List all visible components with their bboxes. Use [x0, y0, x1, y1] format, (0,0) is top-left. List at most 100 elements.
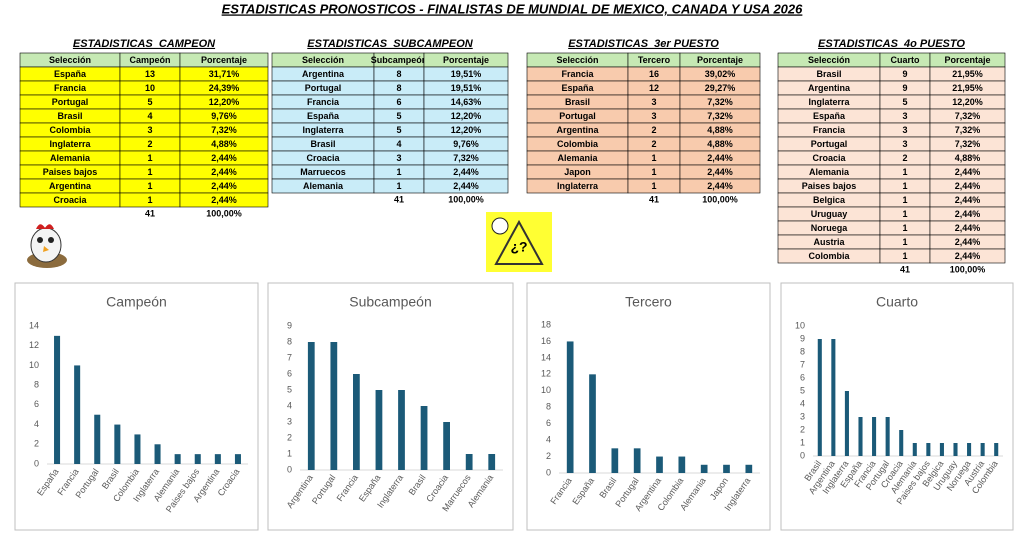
y-tick-label: 7 [800, 359, 805, 369]
y-tick-label: 3 [287, 416, 292, 426]
table-title: ESTADISTICAS_SUBCAMPEON [307, 38, 473, 50]
y-tick-label: 10 [795, 320, 805, 330]
row-text: 4,88% [707, 139, 733, 149]
row-text: 3 [396, 153, 401, 163]
bar [611, 448, 619, 473]
row-text: 6 [396, 97, 401, 107]
row-text: Argentina [49, 181, 92, 191]
row-text: Alemania [50, 153, 91, 163]
row-text: 1 [902, 237, 907, 247]
y-tick-label: 12 [541, 369, 551, 379]
row-text: 2 [651, 139, 656, 149]
bar [967, 443, 972, 456]
row-text: 7,32% [707, 111, 733, 121]
row-text: Uruguay [811, 209, 848, 219]
row-text: Francia [307, 97, 340, 107]
row-text: Portugal [811, 139, 848, 149]
row-text: 19,51% [451, 69, 482, 79]
row-text: España [54, 69, 87, 79]
row-text: Alemania [809, 167, 850, 177]
row-text: 2,44% [707, 167, 733, 177]
header-text: Porcentaje [201, 55, 247, 65]
row-text: 5 [396, 125, 401, 135]
row-text: 14,63% [451, 97, 482, 107]
bar [656, 456, 663, 473]
row-text: 3 [147, 125, 152, 135]
row-text: 2,44% [453, 181, 479, 191]
bar [214, 454, 221, 464]
row-text: 2,44% [211, 153, 237, 163]
row-text: 2,44% [707, 181, 733, 191]
y-tick-label: 6 [34, 399, 39, 409]
row-text: 2,44% [955, 181, 981, 191]
row-text: España [307, 111, 340, 121]
row-text: 1 [902, 181, 907, 191]
row-text: 1 [651, 181, 656, 191]
row-text: 2 [902, 153, 907, 163]
row-text: Marruecos [300, 167, 346, 177]
y-tick-label: 9 [287, 320, 292, 330]
row-text: 21,95% [952, 69, 983, 79]
row-text: 13 [145, 69, 155, 79]
bar [994, 443, 999, 456]
row-text: Francia [561, 69, 594, 79]
row-text: Argentina [302, 69, 345, 79]
y-tick-label: 18 [541, 319, 551, 329]
y-tick-label: 8 [546, 402, 551, 412]
row-text: Inglaterra [808, 97, 850, 107]
row-text: 2,44% [707, 153, 733, 163]
y-tick-label: 12 [29, 340, 39, 350]
row-text: 3 [902, 139, 907, 149]
row-text: 1 [902, 167, 907, 177]
row-text: 2,44% [211, 167, 237, 177]
row-text: 7,32% [955, 125, 981, 135]
row-text: 4 [147, 111, 152, 121]
bar [465, 454, 473, 470]
row-text: 8 [396, 69, 401, 79]
y-tick-label: 4 [287, 400, 292, 410]
bar [885, 417, 890, 456]
header-text: Porcentaje [443, 55, 489, 65]
header-text: Selección [302, 55, 344, 65]
row-text: 9 [902, 69, 907, 79]
y-tick-label: 3 [800, 411, 805, 421]
bar [330, 342, 338, 470]
row-text: 1 [396, 167, 401, 177]
y-tick-label: 8 [34, 380, 39, 390]
chart-title: Campeón [106, 294, 167, 310]
y-tick-label: 14 [29, 320, 39, 330]
row-text: Portugal [305, 83, 342, 93]
row-text: 5 [147, 97, 152, 107]
row-text: 4,88% [955, 153, 981, 163]
row-text: 7,32% [955, 139, 981, 149]
header-text: Selección [49, 55, 91, 65]
y-tick-label: 10 [29, 360, 39, 370]
row-text: 10 [145, 83, 155, 93]
row-text: España [813, 111, 846, 121]
row-text: 39,02% [705, 69, 736, 79]
bar [745, 464, 753, 473]
bar [54, 335, 61, 464]
row-text: 2,44% [955, 251, 981, 261]
bar [858, 417, 863, 456]
row-text: España [561, 83, 594, 93]
row-text: 4,88% [211, 139, 237, 149]
bar [700, 464, 708, 473]
row-text: Paises bajos [802, 181, 857, 191]
row-text: 1 [396, 181, 401, 191]
row-text: Inglaterra [302, 125, 344, 135]
header-text: Porcentaje [697, 55, 743, 65]
row-text: 12,20% [952, 97, 983, 107]
header-text: Selección [808, 55, 850, 65]
bar [194, 454, 201, 464]
row-text: 2 [147, 139, 152, 149]
bar [134, 434, 141, 464]
header-text: Campeón [129, 55, 170, 65]
row-text: 24,39% [209, 83, 240, 93]
y-tick-label: 0 [800, 450, 805, 460]
table-title: ESTADISTICAS_3er PUESTO [568, 38, 719, 50]
row-text: Croacia [306, 153, 340, 163]
row-text: Alemania [557, 153, 598, 163]
row-text: 1 [651, 167, 656, 177]
